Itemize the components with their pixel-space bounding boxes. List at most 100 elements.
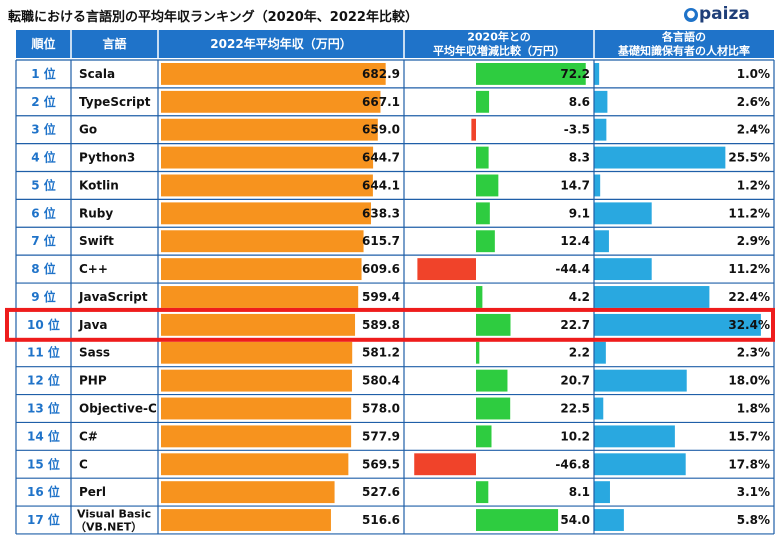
salary-bar-9 (161, 286, 359, 308)
rank-label-6: 6 位 (31, 205, 56, 220)
salary-bar-2 (161, 90, 381, 113)
salary-value-7: 615.7 (362, 234, 400, 248)
salary-bar-7 (161, 230, 364, 253)
rank-label-14: 14 位 (27, 428, 60, 443)
change-value-14: 10.2 (560, 429, 590, 443)
rank-label-2: 2 位 (31, 94, 56, 109)
ratio-bar-14 (594, 425, 675, 448)
salary-value-15: 569.5 (362, 457, 400, 471)
language-label-3: Go (79, 123, 97, 137)
language-label-1: Scala (79, 67, 115, 81)
rank-label-15: 15 位 (27, 456, 60, 471)
change-bar-6 (476, 202, 490, 225)
ratio-bar-6 (594, 202, 652, 225)
paiza-logo-text: paiza (699, 4, 750, 24)
language-label-2: TypeScript (79, 95, 151, 109)
language-label-7: Swift (79, 234, 114, 248)
rank-label-12: 12 位 (27, 373, 60, 388)
salary-value-8: 609.6 (362, 262, 400, 276)
language-label-14: C# (79, 429, 98, 443)
language-label-12: PHP (79, 374, 107, 388)
rank-label-5: 5 位 (31, 177, 56, 192)
change-bar-9 (476, 286, 483, 308)
language-label-17-line2: （VB.NET） (75, 521, 142, 534)
salary-bar-15 (161, 453, 349, 476)
change-value-7: 12.4 (560, 234, 590, 248)
ratio-value-11: 2.3% (737, 346, 770, 360)
paiza-logo: ● paiza (684, 4, 750, 24)
change-value-15: -46.8 (555, 457, 590, 471)
change-bar-1 (476, 63, 586, 85)
rank-label-10: 10 位 (27, 317, 60, 332)
salary-bar-17 (161, 509, 331, 531)
change-value-1: 72.2 (560, 67, 590, 81)
language-label-11: Sass (79, 346, 110, 360)
change-value-9: 4.2 (569, 290, 590, 304)
change-value-16: 8.1 (569, 485, 590, 499)
change-value-13: 22.5 (560, 402, 590, 416)
change-value-3: -3.5 (564, 123, 590, 137)
chart-title: 転職における言語別の平均年収ランキング（2020年、2022年比較） (8, 10, 418, 25)
ratio-bar-10 (594, 313, 761, 336)
ratio-value-6: 11.2% (728, 206, 770, 220)
change-bar-13 (476, 397, 511, 420)
ratio-value-5: 1.2% (737, 178, 770, 192)
salary-bar-12 (161, 369, 352, 392)
ratio-value-4: 25.5% (728, 151, 770, 165)
salary-bar-8 (161, 258, 362, 281)
salary-value-16: 527.6 (362, 485, 400, 499)
ratio-bar-13 (594, 397, 604, 420)
salary-value-6: 638.3 (362, 206, 400, 220)
language-label-15: C (79, 457, 88, 471)
ratio-value-12: 18.0% (728, 374, 770, 388)
ratio-bar-5 (594, 174, 601, 197)
header-ratio-line2: 基礎知識保有者の人材比率 (617, 44, 750, 58)
language-label-4: Python3 (79, 151, 135, 165)
rank-label-17: 17 位 (27, 512, 60, 527)
change-value-8: -44.4 (555, 262, 590, 276)
change-bar-3 (471, 118, 476, 141)
header-ratio-line1: 各言語の (661, 30, 706, 44)
ratio-value-10: 32.4% (728, 318, 770, 332)
change-bar-8 (417, 258, 476, 281)
change-value-5: 14.7 (560, 178, 590, 192)
header-change-line1: 2020年との (467, 30, 531, 44)
rank-label-7: 7 位 (31, 233, 56, 248)
salary-value-14: 577.9 (362, 429, 400, 443)
language-label-17-line1: Visual Basic (77, 508, 151, 521)
change-value-10: 22.7 (560, 318, 590, 332)
change-bar-4 (476, 146, 489, 169)
rank-label-3: 3 位 (31, 122, 56, 137)
ratio-bar-2 (594, 90, 608, 113)
header-background (16, 30, 774, 58)
change-bar-11 (476, 341, 480, 364)
change-bar-16 (476, 481, 489, 504)
ratio-bar-9 (594, 286, 710, 308)
rank-label-4: 4 位 (31, 150, 56, 165)
ratio-value-8: 11.2% (728, 262, 770, 276)
ratio-value-3: 2.4% (737, 123, 770, 137)
salary-value-2: 667.1 (362, 95, 400, 109)
salary-bar-3 (161, 118, 378, 141)
header-language: 言語 (102, 36, 126, 51)
salary-bar-11 (161, 341, 353, 364)
ratio-bar-8 (594, 258, 652, 281)
highlight-box-java (5, 307, 775, 342)
language-label-13: Objective-C (79, 402, 157, 416)
change-value-4: 8.3 (569, 151, 590, 165)
change-bar-5 (476, 174, 499, 197)
header-rank: 順位 (30, 36, 55, 51)
language-label-5: Kotlin (79, 178, 119, 192)
paiza-logo-mark-icon: ● (684, 8, 698, 22)
change-value-17: 54.0 (560, 513, 590, 527)
header-salary: 2022年平均年収（万円） (210, 36, 351, 51)
salary-bar-4 (161, 146, 374, 169)
change-value-12: 20.7 (560, 374, 590, 388)
salary-value-13: 578.0 (362, 402, 400, 416)
rank-label-11: 11 位 (27, 345, 60, 360)
language-label-9: JavaScript (78, 290, 148, 304)
ratio-bar-15 (594, 453, 686, 476)
ratio-value-7: 2.9% (737, 234, 770, 248)
ratio-bar-7 (594, 230, 609, 253)
